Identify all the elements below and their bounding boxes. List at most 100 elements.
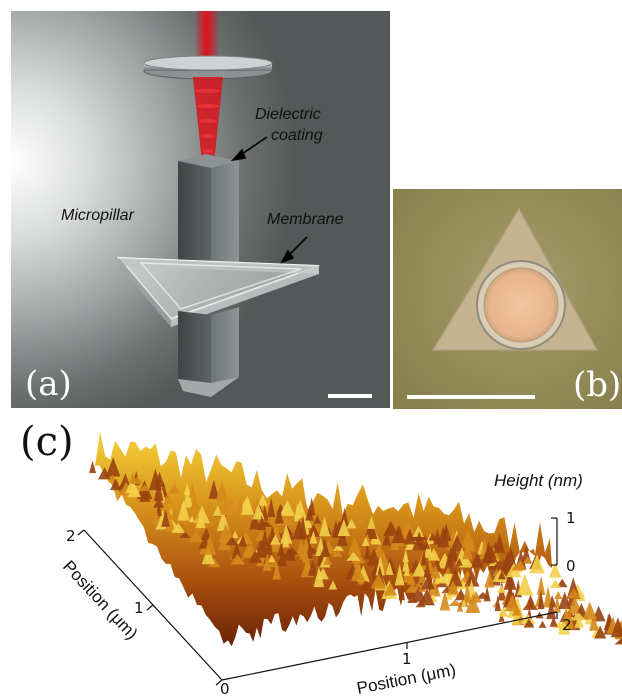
height-tick-0: 0 [566, 557, 576, 575]
micropillar [178, 154, 239, 267]
afm-surface-peak [231, 542, 242, 560]
afm-surface-peak [139, 484, 151, 491]
afm-surface-peak [561, 605, 571, 627]
afm-surface-peak [306, 523, 320, 537]
afm-surface-peak [398, 581, 406, 601]
afm-surface-peak [282, 530, 290, 548]
afm-surface-peak [347, 536, 362, 555]
afm-surface-peak [258, 520, 273, 527]
y-axis-title: Position (μm) [59, 557, 141, 643]
afm-surface-peak [455, 557, 463, 566]
afm-surface-peak [201, 545, 215, 565]
micropillar-label: Micropillar [61, 207, 134, 224]
afm-surface-peak [594, 625, 607, 639]
y-tick-2: 2 [66, 527, 76, 545]
afm-surface-peak [127, 483, 141, 498]
afm-surface-peak [309, 530, 318, 544]
afm-surface-peak [89, 460, 97, 473]
y-axis [77, 529, 223, 686]
afm-surface-peak [394, 564, 405, 586]
afm-surface-peak [610, 617, 622, 638]
afm-surface-peak [406, 570, 416, 585]
membrane-label: Membrane [267, 211, 344, 228]
afm-surface-peak [153, 479, 164, 501]
afm-surface-peak [177, 499, 190, 521]
afm-surface-peak [247, 550, 263, 563]
afm-surface-peak [161, 509, 170, 527]
afm-surface-peak [402, 548, 409, 563]
afm-surface-peak [421, 574, 436, 590]
afm-surface-peak [430, 564, 441, 579]
afm-surface-peak [570, 612, 586, 621]
afm-surface-peak [154, 471, 165, 487]
afm-surface-peak [201, 527, 212, 541]
afm-surface-peak [589, 612, 599, 631]
afm-surface-peak [261, 528, 269, 547]
afm-surface-peak [484, 570, 495, 588]
afm-surface-peak [403, 528, 417, 545]
membrane-micrograph [431, 207, 599, 351]
afm-surface-peak [364, 518, 378, 539]
afm-surface-peak [171, 522, 186, 533]
afm-surface-peak [236, 496, 244, 515]
afm-surface-peak [105, 457, 121, 477]
afm-surface-peak [276, 542, 286, 557]
afm-surface-peak [449, 542, 459, 562]
afm-surface-peak [523, 618, 535, 628]
afm-surface-peak [257, 493, 268, 507]
afm-surface-peak [427, 576, 441, 597]
afm-surface-peak [460, 528, 476, 548]
afm-surface-peak [189, 529, 204, 543]
afm-surface-peak [238, 533, 247, 547]
afm-surface-peak [203, 533, 217, 555]
afm-surface-peak [402, 554, 410, 572]
afm-surface-peak [219, 498, 232, 515]
afm-surface-peak [462, 539, 473, 560]
afm-surface-peak [374, 541, 385, 557]
afm-surface-peak [522, 601, 539, 610]
afm-surface-peak [298, 515, 308, 538]
afm-surface-peak [574, 615, 584, 628]
afm-surface-peak [383, 520, 399, 536]
afm-surface-peak [333, 584, 341, 592]
afm-surface-peak [404, 583, 420, 593]
afm-surface-peak [109, 474, 117, 483]
afm-surface-peak [538, 620, 547, 628]
afm-surface-peak [302, 544, 310, 563]
afm-surface-peak [448, 568, 463, 587]
afm-surface-peak [361, 536, 370, 547]
afm-surface-peak [475, 592, 490, 599]
afm-surface-peak [270, 534, 281, 545]
afm-surface-peak [215, 481, 229, 501]
afm-surface-peak [331, 548, 343, 557]
afm-surface-peak [434, 576, 450, 584]
afm-surface-peak [445, 590, 453, 600]
afm-surface-peak [256, 535, 267, 551]
afm-surface-peak [195, 509, 206, 528]
afm-surface-peak [549, 579, 562, 589]
afm-surface-peak [317, 567, 329, 580]
afm-surface-peak [504, 551, 511, 563]
annotation-arrows [230, 136, 308, 264]
afm-surface-peak [411, 585, 427, 602]
afm-surface-peak [471, 552, 484, 568]
y-tick-1: 1 [134, 599, 144, 617]
x-axis [221, 611, 558, 681]
focusing-lens [143, 55, 273, 80]
afm-surface-peak [391, 524, 406, 544]
afm-surface-peak [139, 487, 151, 502]
panel-a-illustration: Dielectric coating Micropillar Membrane … [11, 11, 390, 408]
x-tick-2: 2 [562, 616, 572, 634]
afm-surface-peak [491, 560, 507, 569]
afm-surface-peak [402, 522, 416, 534]
afm-surface-peak [337, 519, 350, 537]
scale-bar-b [407, 395, 535, 399]
afm-surface-body [95, 431, 552, 647]
afm-surface-peak [240, 495, 255, 515]
afm-surface-peak [313, 515, 322, 524]
afm-surface-peak [403, 569, 411, 576]
micropillar-schematic [116, 11, 320, 397]
afm-surface-peak [420, 549, 428, 566]
afm-surface-peak [407, 593, 418, 603]
